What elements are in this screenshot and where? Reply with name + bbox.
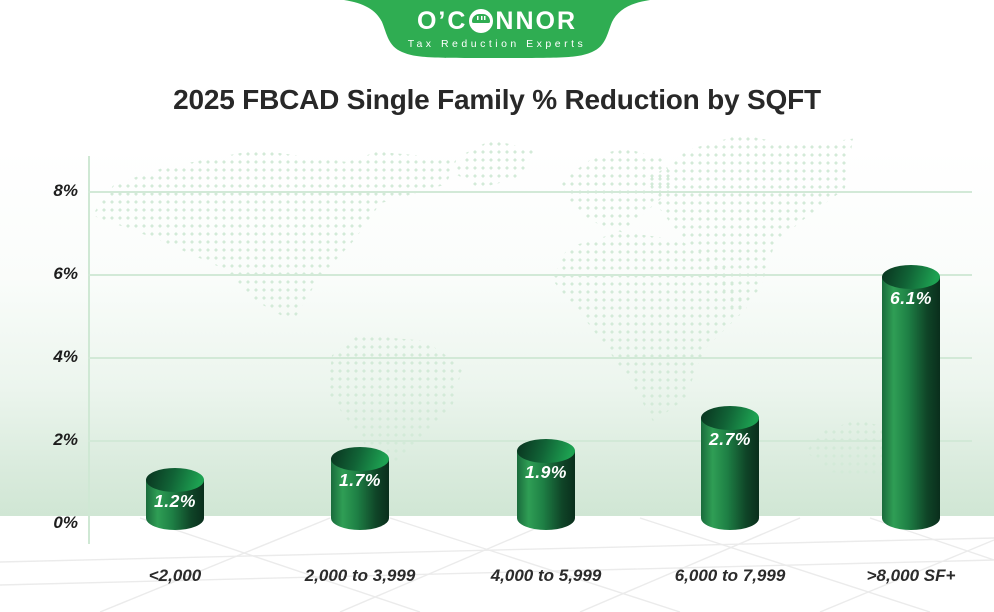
bar-value-label: 6.1%: [890, 288, 932, 308]
bar-value-label: 1.7%: [339, 470, 381, 490]
bar-value-label: 1.9%: [525, 462, 567, 482]
logo-badge: [344, 0, 650, 58]
bar-top-ellipse: [331, 447, 389, 471]
gridline-8%: [88, 191, 972, 193]
y-axis-line: [88, 156, 90, 544]
logo: O’C NNOR Tax Reduction Experts: [330, 7, 664, 51]
chart-title: 2025 FBCAD Single Family % Reduction by …: [173, 84, 821, 115]
floor-grid: [0, 517, 994, 612]
logo-text-left: O’C: [416, 6, 468, 35]
bar-cylinder-2: 1.7%: [331, 447, 389, 542]
gridline-6%: [88, 274, 972, 276]
bar-value-label: 1.2%: [154, 491, 196, 511]
bar-body: [517, 451, 575, 530]
bar-top-ellipse: [146, 468, 204, 492]
logo-o-tape-icon: [469, 9, 494, 33]
bar-top-ellipse: [517, 439, 575, 463]
y-tick-8%: 8%: [53, 181, 78, 200]
bar-body: [701, 418, 759, 530]
x-category-label: <2,000: [148, 566, 202, 585]
bar-top-ellipse: [701, 406, 759, 430]
y-tick-4%: 4%: [53, 347, 78, 366]
bar-cylinder-3: 1.9%: [517, 439, 575, 542]
logo-text-right: NNOR: [495, 6, 578, 35]
bar-top-ellipse: [882, 265, 940, 289]
bar-cylinder-1: 1.2%: [146, 468, 204, 542]
y-tick-2%: 2%: [53, 430, 78, 449]
x-category-label: 6,000 to 7,999: [674, 566, 786, 585]
y-tick-6%: 6%: [53, 264, 78, 283]
x-category-label: >8,000 SF+: [866, 566, 956, 585]
bar-cylinder-4: 2.7%: [701, 406, 759, 542]
logo-wordmark: O’C NNOR: [330, 7, 664, 35]
bar-body: [882, 277, 940, 530]
x-category-label: 4,000 to 5,999: [490, 566, 602, 585]
tape-measure-glyph: [472, 14, 491, 23]
logo-tagline: Tax Reduction Experts: [407, 38, 587, 50]
x-category-label: 2,000 to 3,999: [304, 566, 416, 585]
y-tick-0%: 0%: [53, 513, 78, 532]
bar-value-label: 2.7%: [709, 429, 751, 449]
gridline-4%: [88, 357, 972, 359]
bar-cylinder-5: 6.1%: [882, 265, 940, 542]
